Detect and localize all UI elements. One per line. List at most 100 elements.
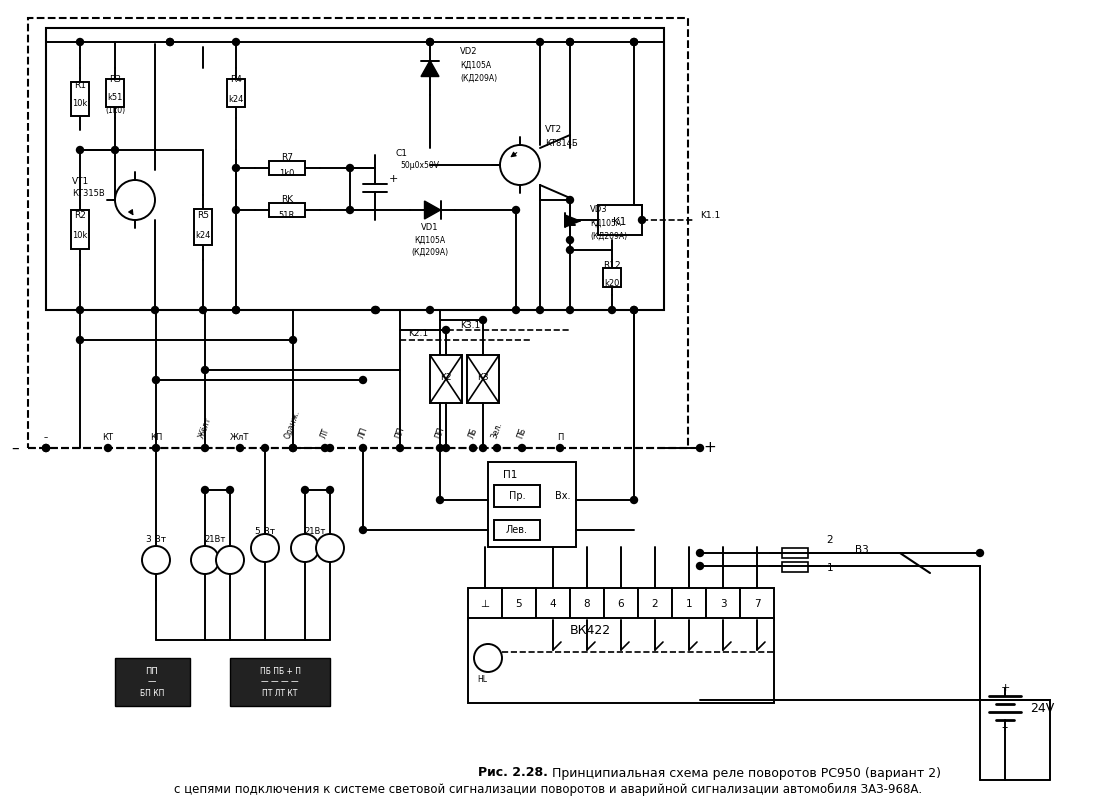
Text: КП: КП — [150, 434, 162, 443]
Text: 2: 2 — [652, 599, 659, 609]
Text: КД105А: КД105А — [590, 218, 621, 228]
Bar — [430, 355, 463, 403]
Circle shape — [513, 306, 520, 314]
Circle shape — [480, 317, 487, 323]
Circle shape — [316, 534, 344, 562]
Text: R2: R2 — [75, 210, 85, 220]
Polygon shape — [566, 215, 580, 227]
Text: КТ814Б: КТ814Б — [545, 140, 578, 148]
Text: (1k0): (1k0) — [105, 107, 125, 115]
Text: ПП: ПП — [393, 426, 407, 440]
Circle shape — [977, 549, 983, 557]
Bar — [28, 18, 688, 448]
Text: Принципиальная схема реле поворотов РС950 (вариант 2): Принципиальная схема реле поворотов РС95… — [548, 767, 941, 780]
Text: VD1: VD1 — [421, 222, 438, 232]
Text: VD2: VD2 — [460, 47, 478, 56]
Text: –: – — [11, 440, 19, 456]
Bar — [672, 588, 706, 620]
Circle shape — [630, 306, 638, 314]
Text: 5 Вт: 5 Вт — [255, 528, 275, 537]
Text: k51: k51 — [107, 94, 123, 103]
Circle shape — [232, 164, 240, 172]
Text: 50µ0x50V: 50µ0x50V — [400, 160, 439, 169]
Circle shape — [473, 644, 502, 672]
Circle shape — [567, 246, 573, 253]
Bar — [536, 588, 570, 620]
Circle shape — [359, 444, 366, 452]
Text: C1: C1 — [395, 148, 407, 157]
Text: 1: 1 — [826, 563, 833, 573]
Text: Пр.: Пр. — [509, 491, 525, 501]
Text: ПП: ПП — [146, 667, 159, 677]
Bar — [270, 203, 305, 217]
Bar — [71, 82, 89, 115]
Text: K1.1: K1.1 — [700, 210, 720, 220]
Text: 1: 1 — [686, 599, 693, 609]
Circle shape — [152, 376, 160, 383]
Circle shape — [630, 38, 638, 46]
Text: R5: R5 — [197, 210, 209, 220]
Text: +: + — [389, 175, 398, 184]
Bar — [598, 205, 642, 235]
Circle shape — [493, 444, 501, 452]
Text: Лев.: Лев. — [506, 525, 528, 535]
Text: Зел.: Зел. — [490, 421, 504, 440]
Text: K3.1: K3.1 — [460, 321, 480, 330]
Bar — [494, 520, 540, 540]
Circle shape — [696, 444, 704, 452]
Circle shape — [232, 306, 240, 314]
Circle shape — [251, 534, 279, 562]
Circle shape — [426, 38, 434, 46]
Text: R4: R4 — [230, 75, 242, 84]
Bar — [194, 209, 212, 245]
Text: R3: R3 — [109, 75, 121, 84]
Circle shape — [537, 38, 544, 46]
Bar — [638, 588, 672, 620]
Text: 21Вт: 21Вт — [305, 528, 326, 537]
Text: КТ315В: КТ315В — [72, 189, 105, 199]
Circle shape — [289, 444, 297, 452]
Text: П: П — [557, 434, 563, 443]
Circle shape — [608, 306, 616, 314]
Circle shape — [292, 534, 319, 562]
Text: +: + — [1001, 683, 1009, 693]
Circle shape — [537, 306, 544, 314]
Text: ПТ ЛТ КТ: ПТ ЛТ КТ — [262, 690, 298, 699]
Text: –: – — [1002, 722, 1008, 735]
Circle shape — [359, 526, 366, 533]
Text: 3 Вт: 3 Вт — [146, 536, 167, 545]
Text: ЛТ: ЛТ — [319, 427, 331, 440]
Text: КД105А: КД105А — [460, 60, 491, 70]
Circle shape — [372, 306, 378, 314]
Text: ЛБ: ЛБ — [467, 427, 479, 440]
Text: Вх.: Вх. — [555, 491, 571, 501]
Text: ВК422: ВК422 — [570, 623, 612, 637]
Circle shape — [436, 444, 444, 452]
Text: 8: 8 — [584, 599, 591, 609]
Circle shape — [373, 306, 379, 314]
Circle shape — [301, 487, 308, 493]
Circle shape — [696, 549, 704, 557]
Text: k24: k24 — [228, 95, 243, 104]
Circle shape — [43, 444, 49, 452]
Circle shape — [639, 217, 646, 224]
Circle shape — [567, 237, 573, 244]
Text: VD3: VD3 — [590, 205, 607, 214]
Circle shape — [199, 306, 206, 314]
Circle shape — [43, 444, 49, 452]
Text: (КД209А): (КД209А) — [460, 74, 498, 83]
Text: ПБ: ПБ — [516, 427, 528, 440]
Text: 21Вт: 21Вт — [204, 536, 226, 545]
Text: 10k: 10k — [72, 99, 88, 107]
Circle shape — [469, 444, 477, 452]
Circle shape — [115, 180, 155, 220]
Circle shape — [152, 444, 160, 452]
Circle shape — [327, 487, 333, 493]
Circle shape — [142, 546, 170, 574]
Circle shape — [630, 496, 638, 504]
Text: 5: 5 — [516, 599, 523, 609]
Circle shape — [557, 444, 563, 452]
Circle shape — [327, 444, 333, 452]
Text: БП КП: БП КП — [140, 690, 164, 699]
Text: K1: K1 — [614, 217, 627, 227]
